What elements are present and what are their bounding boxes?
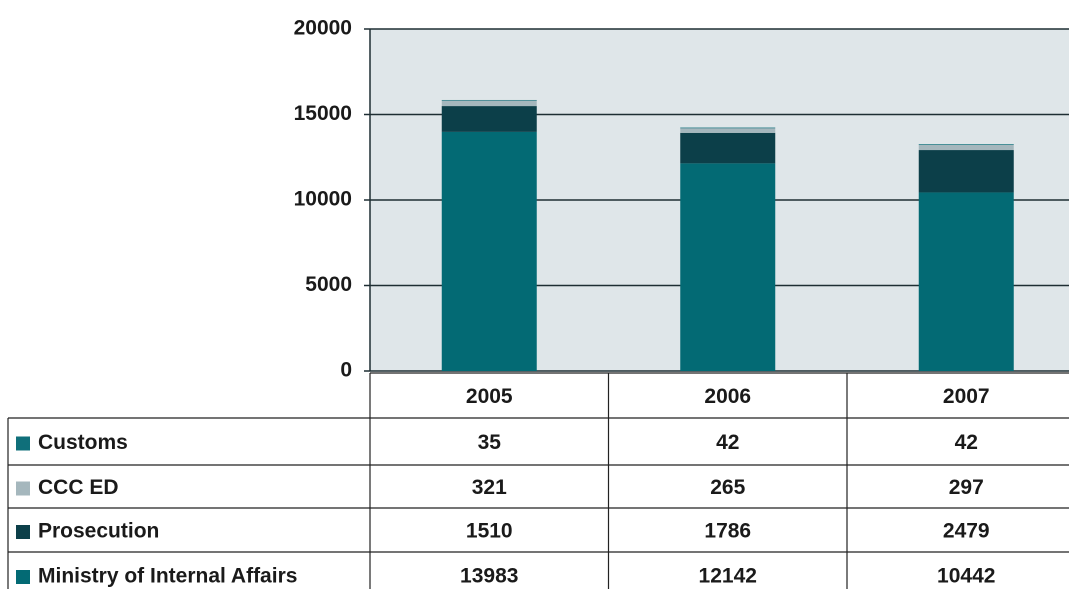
y-tick-label: 20000 <box>294 17 352 40</box>
bar <box>918 192 1014 371</box>
y-tick-label: 15000 <box>294 102 352 125</box>
table-value: 10442 <box>937 565 995 588</box>
y-tick-label: 5000 <box>305 273 352 296</box>
y-tick-label: 0 <box>340 359 352 382</box>
bar <box>918 144 1014 151</box>
legend-label: Prosecution <box>38 520 159 543</box>
legend-swatch <box>16 481 30 496</box>
table-value: 2479 <box>943 520 990 543</box>
table-value: 12142 <box>699 565 757 588</box>
bar <box>441 100 537 107</box>
bar <box>680 163 776 371</box>
legend-swatch <box>16 570 30 584</box>
legend-swatch <box>16 525 30 539</box>
bar <box>680 132 776 164</box>
bar <box>441 99 537 101</box>
legend-swatch <box>16 436 30 451</box>
bar <box>441 131 537 371</box>
table-value: 13983 <box>460 565 518 588</box>
x-tick-label: 2007 <box>943 385 990 408</box>
table-value: 42 <box>716 431 739 454</box>
legend-label: Customs <box>38 431 128 454</box>
bar <box>680 128 776 133</box>
x-tick-label: 2005 <box>466 385 513 408</box>
y-tick-label: 10000 <box>294 188 352 211</box>
bar <box>441 106 537 132</box>
table-value: 1510 <box>466 520 513 543</box>
table-value: 35 <box>478 431 502 454</box>
table-value: 297 <box>949 476 984 499</box>
legend-label: CCC ED <box>38 476 119 499</box>
bar <box>680 127 776 129</box>
table-value: 265 <box>710 476 745 499</box>
legend-label: Ministry of Internal Affairs <box>38 565 297 588</box>
bar <box>918 150 1014 193</box>
bar <box>918 144 1014 145</box>
table-value: 1786 <box>704 520 751 543</box>
x-tick-label: 2006 <box>704 385 751 408</box>
table-value: 321 <box>472 476 507 499</box>
table-value: 42 <box>955 431 978 454</box>
